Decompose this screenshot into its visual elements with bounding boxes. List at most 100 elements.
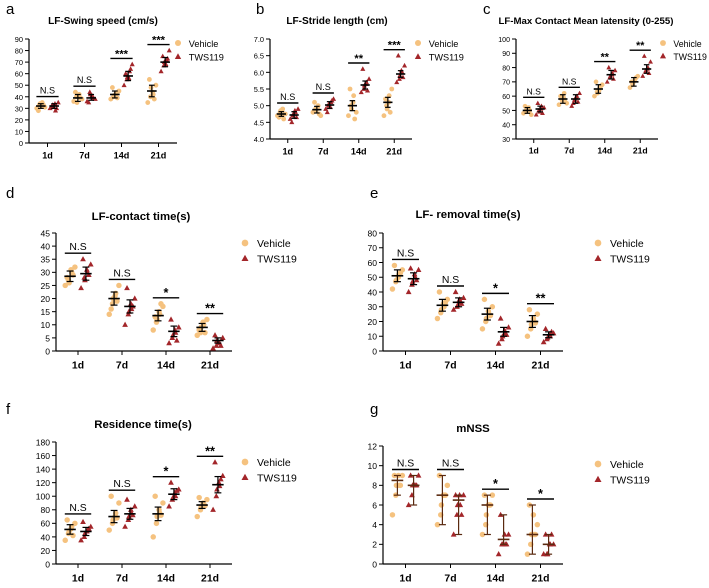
legend-label: TWS119 — [610, 255, 650, 266]
tws119-point — [460, 294, 467, 300]
y-tick-label: 5.5 — [254, 85, 264, 94]
tws119-point — [604, 79, 610, 84]
x-tick-label: 21d — [532, 573, 550, 584]
panel-letter-f: f — [6, 401, 11, 418]
x-tick-label: 7d — [116, 573, 128, 584]
tws119-point — [577, 90, 582, 96]
y-tick-label: 60 — [15, 70, 23, 79]
tws119-point — [458, 511, 465, 517]
y-tick-label: 140 — [36, 464, 51, 474]
tws119-point — [129, 512, 136, 518]
tws119-point — [124, 284, 130, 291]
vehicle-point — [116, 282, 122, 289]
y-tick-label: 40 — [40, 532, 50, 542]
tws119-point — [358, 89, 364, 95]
x-tick-label: 21d — [201, 573, 219, 584]
panel-d: d LF-contact time(s) 0 5 10 15 20 25 30 35 40 45 1d 7… — [6, 185, 297, 371]
x-tick-label: 21d — [386, 146, 402, 156]
y-tick-label: 20 — [15, 116, 23, 125]
tws119-point — [80, 518, 86, 525]
y-tick-label: 100 — [498, 37, 510, 44]
legend-label: TWS119 — [189, 53, 224, 63]
significance-label: * — [493, 281, 498, 295]
significance-label: ** — [205, 302, 215, 316]
y-tick-label: 50 — [502, 108, 510, 115]
vehicle-point — [35, 108, 41, 114]
legend-label: TWS119 — [257, 255, 297, 266]
tws119-point — [415, 472, 422, 478]
y-tick-label: 4.0 — [254, 135, 264, 144]
vehicle-point — [444, 482, 451, 489]
vehicle-point — [153, 520, 160, 527]
tws119-point — [125, 311, 132, 317]
tws119-point — [168, 316, 174, 322]
y-tick-label: 90 — [15, 35, 23, 44]
x-tick-label: 21d — [151, 150, 167, 160]
tws119-point — [85, 525, 92, 531]
tws119-point — [324, 109, 330, 115]
vehicle-point — [116, 500, 122, 506]
vehicle-point — [399, 472, 406, 479]
vehicle-point — [316, 111, 322, 117]
vehicle-point — [593, 79, 599, 85]
legend-tws119-marker — [594, 254, 602, 262]
tws119-point — [415, 266, 422, 272]
vehicle-point — [438, 502, 445, 508]
legend-label: Vehicle — [257, 458, 291, 469]
panel-g: g mNSS 0 2 4 6 8 10 12 1d 7d 14d 21d N.S N.S * * Vehicle T… — [367, 401, 650, 584]
tws119-point — [364, 87, 371, 93]
y-tick-label: 50 — [367, 273, 377, 283]
tws119-point — [86, 99, 92, 105]
significance-label: *** — [152, 35, 166, 47]
y-tick-label: 20 — [40, 294, 50, 304]
legend-label: Vehicle — [673, 39, 701, 49]
y-tick-label: 4.5 — [254, 118, 264, 127]
tws119-point — [166, 340, 172, 346]
tws119-point — [123, 70, 129, 76]
vehicle-point — [150, 534, 156, 540]
tws119-point — [219, 334, 226, 340]
x-tick-label: 7d — [318, 146, 329, 156]
x-tick-label: 1d — [282, 146, 293, 156]
y-tick-label: 40 — [15, 93, 23, 102]
y-tick-label: 40 — [367, 287, 377, 297]
vehicle-point — [150, 327, 156, 333]
significance-label: N.S — [397, 459, 414, 470]
panel-title-e: LF- removal time(s) — [415, 209, 520, 221]
y-tick-label: 120 — [36, 478, 51, 488]
vehicle-point — [148, 85, 154, 90]
tws119-point — [648, 59, 653, 64]
y-tick-label: 0 — [45, 346, 50, 356]
x-tick-label: 7d — [444, 573, 456, 584]
y-tick-label: 10 — [367, 332, 377, 342]
vehicle-point — [534, 311, 541, 317]
tws119-point — [396, 76, 402, 81]
legend-vehicle-marker — [174, 39, 182, 47]
y-tick-label: 30 — [40, 268, 50, 278]
tws119-point — [166, 47, 172, 53]
vehicle-point — [442, 299, 449, 306]
x-tick-label: 1d — [399, 573, 411, 584]
tws119-point — [405, 288, 412, 295]
vehicle-point — [72, 520, 78, 527]
vehicle-point — [152, 493, 158, 499]
panel-title-a: LF-Swing speed (cm/s) — [48, 16, 158, 27]
y-tick-label: 45 — [40, 228, 50, 238]
vehicle-point — [116, 88, 122, 94]
significance-label: N.S — [442, 275, 459, 286]
significance-label: N.S — [562, 76, 577, 86]
vehicle-point — [389, 286, 396, 292]
significance-label: N.S — [69, 242, 86, 253]
x-tick-label: 7d — [116, 360, 128, 371]
tws119-point — [640, 73, 646, 78]
tws119-point — [287, 116, 293, 121]
significance-label: N.S — [316, 82, 331, 92]
significance-label: ** — [354, 53, 363, 65]
vehicle-point — [106, 527, 112, 533]
tws119-point — [535, 100, 541, 106]
vehicle-point — [397, 270, 404, 276]
tws119-point — [81, 533, 88, 539]
vehicle-point — [109, 85, 115, 90]
y-tick-label: 60 — [502, 94, 510, 101]
tws119-point — [80, 256, 86, 262]
